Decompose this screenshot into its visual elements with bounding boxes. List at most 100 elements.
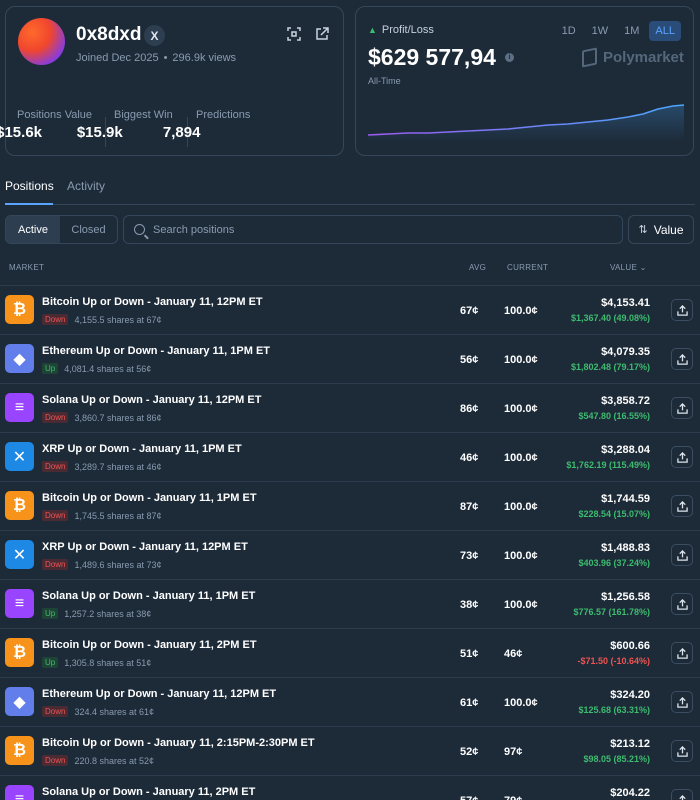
chevron-down-icon: ⌄ xyxy=(639,263,647,272)
filter-closed-button[interactable]: Closed xyxy=(71,223,106,236)
stat-label: Biggest Win xyxy=(114,109,173,121)
share-button[interactable] xyxy=(671,642,693,664)
range-1d[interactable]: 1D xyxy=(561,25,576,37)
position-detail: Down 220.8 shares at 52¢ xyxy=(42,755,154,766)
current-price: 100.0¢ xyxy=(504,354,538,366)
table-row[interactable]: ≡ Solana Up or Down - January 11, 2PM ET 5… xyxy=(0,775,700,800)
share-button[interactable] xyxy=(671,446,693,468)
position-pnl: $1,802.48 (79.17%) xyxy=(570,362,650,372)
share-button[interactable] xyxy=(671,691,693,713)
avg-price: 87¢ xyxy=(460,501,479,513)
avg-price: 52¢ xyxy=(460,746,479,758)
table-row[interactable]: ◆ Ethereum Up or Down - January 11, 1PM E… xyxy=(0,334,700,383)
table-row[interactable]: ◆ Ethereum Up or Down - January 11, 12PM … xyxy=(0,677,700,726)
pnl-label: ▲ Profit/Loss xyxy=(368,24,434,36)
table-row[interactable]: ₿ Bitcoin Up or Down - January 11, 12PM E… xyxy=(0,285,700,334)
current-price: 100.0¢ xyxy=(504,501,538,513)
header-value[interactable]: VALUE ⌄ xyxy=(610,263,647,272)
market-title[interactable]: Bitcoin Up or Down - January 11, 2PM ET xyxy=(42,639,257,651)
share-button[interactable] xyxy=(671,544,693,566)
xrp-icon: ✕ xyxy=(5,540,34,569)
market-title[interactable]: Solana Up or Down - January 11, 1PM ET xyxy=(42,590,256,602)
polymarket-logo-icon xyxy=(582,47,597,68)
share-icon xyxy=(676,451,688,463)
share-icon xyxy=(676,549,688,561)
username: 0x8dxd xyxy=(76,24,142,45)
table-header: MARKET AVG CURRENT VALUE ⌄ xyxy=(0,263,700,275)
external-link-icon[interactable] xyxy=(315,27,329,41)
share-button[interactable] xyxy=(671,495,693,517)
table-row[interactable]: ✕ XRP Up or Down - January 11, 12PM ET Dow… xyxy=(0,530,700,579)
market-title[interactable]: Ethereum Up or Down - January 11, 12PM E… xyxy=(42,688,277,700)
market-title[interactable]: Ethereum Up or Down - January 11, 1PM ET xyxy=(42,345,270,357)
range-1w[interactable]: 1W xyxy=(591,25,609,37)
pnl-line xyxy=(368,104,684,136)
share-button[interactable] xyxy=(671,348,693,370)
share-button[interactable] xyxy=(671,789,693,800)
table-row[interactable]: ₿ Bitcoin Up or Down - January 11, 1PM ET… xyxy=(0,481,700,530)
header-current[interactable]: CURRENT xyxy=(507,263,549,272)
shares-text: 3,860.7 shares at 86¢ xyxy=(74,412,162,423)
market-title[interactable]: Bitcoin Up or Down - January 11, 12PM ET xyxy=(42,296,263,308)
search-box xyxy=(123,215,623,244)
outcome-badge: Down xyxy=(42,755,69,766)
position-pnl: $228.54 (15.07%) xyxy=(578,509,650,519)
table-row[interactable]: ₿ Bitcoin Up or Down - January 11, 2:15PM… xyxy=(0,726,700,775)
market-title[interactable]: Solana Up or Down - January 11, 2PM ET xyxy=(42,786,256,798)
outcome-badge: Down xyxy=(42,706,69,717)
table-row[interactable]: ✕ XRP Up or Down - January 11, 1PM ET Down… xyxy=(0,432,700,481)
position-pnl: $776.57 (161.78%) xyxy=(573,607,650,617)
status-filter: Active Closed xyxy=(5,215,118,244)
pnl-chart xyxy=(368,104,684,141)
shares-text: 4,081.4 shares at 56¢ xyxy=(64,363,152,374)
share-button[interactable] xyxy=(671,593,693,615)
outcome-badge: Up xyxy=(42,657,59,668)
position-detail: Down 1,745.5 shares at 87¢ xyxy=(42,510,162,521)
position-value: $1,256.58 xyxy=(601,591,650,603)
header-market[interactable]: MARKET xyxy=(9,263,45,272)
range-1m[interactable]: 1M xyxy=(624,25,640,37)
tab-activity[interactable]: Activity xyxy=(67,179,106,193)
pnl-label-text: Profit/Loss xyxy=(381,24,434,36)
market-title[interactable]: XRP Up or Down - January 11, 1PM ET xyxy=(42,443,242,455)
shares-text: 1,257.2 shares at 38¢ xyxy=(64,608,152,619)
position-detail: Up 1,257.2 shares at 38¢ xyxy=(42,608,151,619)
share-button[interactable] xyxy=(671,740,693,762)
position-pnl: $1,762.19 (115.49%) xyxy=(566,460,650,470)
filter-active-button[interactable]: Active xyxy=(6,216,60,243)
profile-card: 0x8dxd X Joined Dec 2025 • 296.9k views Po… xyxy=(0,6,344,156)
table-row[interactable]: ≡ Solana Up or Down - January 11, 12PM ET… xyxy=(0,383,700,432)
position-detail: Up 4,081.4 shares at 56¢ xyxy=(42,363,151,374)
stat-predictions: Predictions 7,894 xyxy=(163,109,251,141)
range-all[interactable]: ALL xyxy=(649,21,681,41)
market-title[interactable]: XRP Up or Down - January 11, 12PM ET xyxy=(42,541,248,553)
market-title[interactable]: Bitcoin Up or Down - January 11, 1PM ET xyxy=(42,492,257,504)
polymarket-logo: Polymarket xyxy=(582,47,684,68)
share-button[interactable] xyxy=(671,397,693,419)
position-detail: Down 4,155.5 shares at 67¢ xyxy=(42,314,162,325)
scan-icon[interactable] xyxy=(287,27,301,41)
pnl-area xyxy=(368,105,684,141)
bitcoin-icon: ₿ xyxy=(5,295,34,324)
x-link-icon[interactable]: X xyxy=(144,25,165,46)
avg-price: 61¢ xyxy=(460,697,479,709)
table-row[interactable]: ≡ Solana Up or Down - January 11, 1PM ET U… xyxy=(0,579,700,628)
sort-button[interactable]: ⇅ Value xyxy=(628,215,694,244)
divider xyxy=(187,117,188,147)
outcome-badge: Down xyxy=(42,559,69,570)
views-count: 296.9k views xyxy=(172,52,237,64)
current-price: 97¢ xyxy=(504,746,523,758)
current-price: 100.0¢ xyxy=(504,599,538,611)
shares-text: 1,489.6 shares at 73¢ xyxy=(74,559,162,570)
market-title[interactable]: Bitcoin Up or Down - January 11, 2:15PM-… xyxy=(42,737,315,749)
info-icon[interactable]: i xyxy=(505,53,514,62)
share-icon xyxy=(676,402,688,414)
table-row[interactable]: ₿ Bitcoin Up or Down - January 11, 2PM ET… xyxy=(0,628,700,677)
avg-price: 38¢ xyxy=(460,599,479,611)
search-input[interactable] xyxy=(153,223,593,236)
header-avg[interactable]: AVG xyxy=(469,263,487,272)
market-title[interactable]: Solana Up or Down - January 11, 12PM ET xyxy=(42,394,262,406)
tab-positions[interactable]: Positions xyxy=(5,179,54,193)
position-value: $1,744.59 xyxy=(601,493,650,505)
share-button[interactable] xyxy=(671,299,693,321)
